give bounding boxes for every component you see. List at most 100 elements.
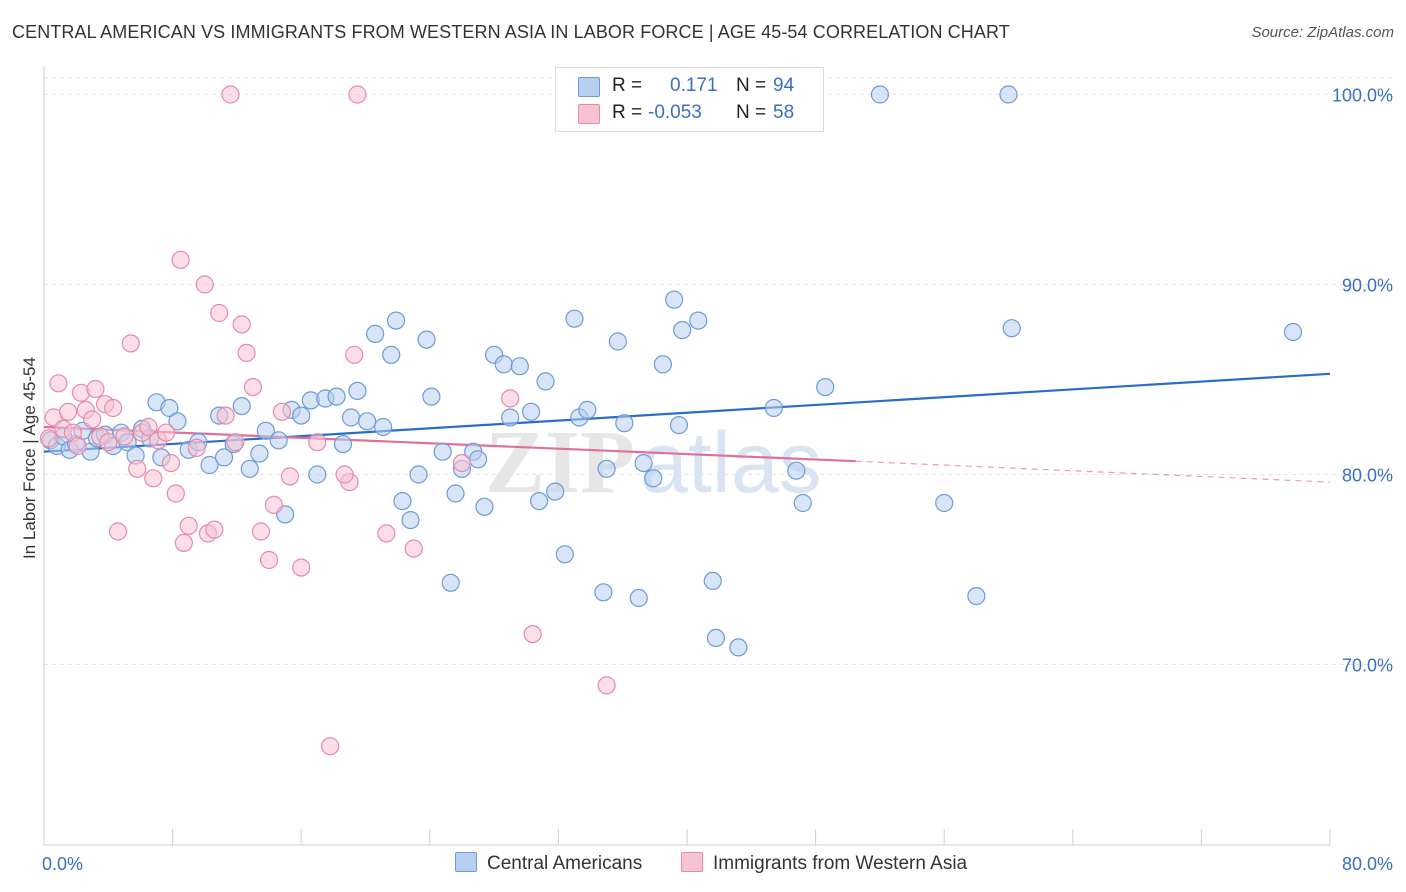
point-central-american (967, 586, 986, 606)
point-central-american (935, 493, 954, 513)
point-central-american (308, 465, 327, 484)
r-value: 0.171 (670, 75, 718, 96)
source-label: Source: ZipAtlas.com (1251, 24, 1394, 41)
point-western-asia (377, 524, 396, 543)
point-central-american (787, 461, 806, 480)
point-central-american (530, 492, 549, 511)
point-central-american (441, 573, 460, 592)
point-western-asia (83, 410, 102, 429)
point-central-american (634, 454, 653, 473)
point-central-american (673, 321, 692, 340)
point-western-asia (128, 459, 147, 478)
point-central-american (366, 324, 385, 343)
point-central-american (608, 332, 627, 351)
point-western-asia (174, 533, 193, 553)
legend-swatch-pink (681, 852, 703, 872)
point-western-asia (501, 389, 520, 408)
point-western-asia (259, 550, 279, 570)
point-central-american (374, 417, 393, 437)
point-central-american (422, 387, 441, 406)
point-central-american (382, 345, 401, 364)
correlation-legend: R = 0.171 N = 94 R = -0.053 N = 58 (555, 67, 824, 132)
point-western-asia (59, 402, 78, 421)
point-central-american (401, 510, 420, 530)
data-points (39, 85, 1303, 756)
point-western-asia (221, 85, 240, 104)
point-central-american (417, 330, 436, 349)
chart-title: CENTRAL AMERICAN VS IMMIGRANTS FROM WEST… (12, 22, 1010, 42)
point-western-asia (404, 539, 423, 558)
n-value: 94 (773, 75, 795, 96)
point-central-american (333, 435, 353, 454)
x-tick-label: 80.0% (1342, 854, 1393, 874)
point-western-asia (348, 85, 367, 104)
point-central-american (292, 406, 311, 425)
point-western-asia (205, 520, 224, 539)
point-western-asia (292, 558, 311, 577)
y-tick-label: 100.0% (1332, 86, 1393, 106)
point-western-asia (232, 315, 251, 334)
x-tick-label: 0.0% (42, 854, 83, 874)
point-western-asia (115, 427, 134, 446)
n-value: 58 (773, 102, 795, 123)
point-central-american (793, 493, 812, 513)
point-western-asia (99, 433, 118, 452)
point-central-american (200, 455, 219, 475)
point-central-american (729, 638, 748, 657)
point-western-asia (251, 522, 271, 541)
point-western-asia (216, 406, 235, 425)
y-axis-label: In Labor Force | Age 45-54 (20, 357, 39, 559)
trend-line-central-americans (43, 372, 1331, 453)
point-western-asia (104, 398, 123, 418)
r-value: -0.053 (648, 102, 702, 123)
r-label: R = (612, 102, 643, 123)
point-western-asia (121, 334, 140, 353)
point-central-american (446, 484, 465, 503)
point-central-american (358, 412, 377, 431)
point-western-asia (49, 374, 68, 393)
point-central-american (393, 492, 412, 511)
point-central-american (578, 400, 597, 419)
point-western-asia (335, 465, 354, 484)
point-central-american (160, 398, 179, 418)
legend-swatch-blue (455, 852, 477, 872)
point-western-asia (243, 378, 263, 397)
point-western-asia (161, 454, 181, 473)
point-western-asia (280, 467, 300, 486)
point-central-american (689, 311, 708, 330)
point-central-american (1283, 322, 1303, 342)
point-central-american (665, 290, 684, 309)
point-western-asia (452, 454, 472, 473)
point-western-asia (157, 423, 176, 442)
point-central-american (555, 545, 574, 564)
point-central-american (269, 431, 288, 450)
point-western-asia (39, 429, 58, 448)
trend-line-western-asia-extrapolated (855, 460, 1331, 483)
point-central-american (594, 583, 613, 602)
point-western-asia (187, 438, 206, 457)
y-tick-label: 70.0% (1342, 656, 1393, 676)
point-western-asia (226, 433, 245, 452)
legend-swatch-blue (578, 77, 600, 97)
point-western-asia (195, 275, 214, 294)
point-western-asia (308, 433, 327, 452)
point-central-american (565, 309, 584, 328)
point-central-american (232, 397, 251, 416)
point-western-asia (597, 676, 616, 695)
point-central-american (764, 398, 783, 418)
point-central-american (468, 450, 488, 469)
point-central-american (409, 465, 428, 484)
legend-item-central-americans: Central Americans (455, 852, 642, 875)
watermark-atlas: atlas (640, 415, 822, 511)
point-central-american (494, 355, 513, 374)
point-central-american (669, 416, 689, 435)
point-western-asia (68, 436, 87, 456)
point-central-american (341, 408, 361, 427)
trend-lines (43, 372, 1331, 483)
point-central-american (250, 444, 269, 463)
n-label: N = (736, 102, 767, 123)
y-tick-label: 90.0% (1342, 276, 1393, 296)
point-central-american (629, 588, 648, 608)
point-western-asia (179, 516, 198, 535)
